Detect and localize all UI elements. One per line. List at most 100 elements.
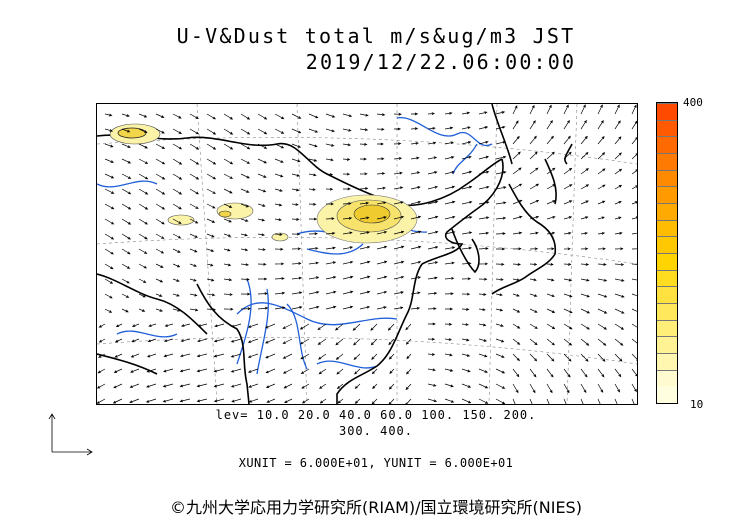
wind-arrow	[495, 170, 507, 175]
wind-arrow	[274, 128, 285, 134]
wind-arrow	[181, 323, 191, 327]
wind-arrow	[230, 368, 242, 373]
wind-arrow	[631, 293, 637, 297]
wind-arrow	[495, 216, 507, 220]
wind-arrow	[512, 105, 518, 115]
wind-arrow	[614, 383, 621, 393]
wind-arrow	[155, 173, 166, 180]
wind-arrow	[138, 248, 148, 254]
wind-arrow	[597, 308, 608, 314]
wind-arrow	[631, 185, 637, 190]
wind-arrow	[376, 157, 385, 161]
wind-arrow	[444, 353, 453, 357]
colorbar-segment	[657, 286, 677, 303]
wind-arrow	[274, 247, 284, 251]
wind-arrow	[580, 168, 589, 175]
wind-arrow	[274, 158, 284, 163]
wind-arrow	[495, 368, 506, 374]
wind-arrow	[478, 277, 488, 281]
wind-arrow	[113, 383, 123, 389]
wind-arrow	[359, 157, 367, 161]
wind-arrow	[614, 353, 623, 362]
wind-arrow	[597, 323, 607, 330]
wind-arrow	[189, 218, 199, 224]
wind-arrow	[563, 278, 573, 282]
wind-arrow	[121, 188, 132, 195]
wind-arrow	[512, 383, 519, 394]
wind-arrow	[546, 167, 556, 175]
wind-arrow	[597, 293, 608, 298]
wind-arrow	[223, 173, 234, 179]
wind-arrow	[427, 230, 439, 235]
wind-arrow	[223, 203, 233, 208]
wind-arrow	[112, 398, 123, 404]
wind-arrow	[179, 353, 191, 358]
wind-arrow	[495, 353, 505, 358]
wind-arrow	[512, 323, 521, 329]
wind-arrow	[155, 248, 165, 254]
wind-arrow	[342, 187, 351, 191]
wind-arrow	[546, 398, 550, 404]
wind-arrow	[546, 247, 555, 251]
wind-arrow	[308, 143, 318, 148]
wind-arrow	[308, 261, 320, 265]
wind-arrow	[291, 173, 301, 177]
wind-arrow	[478, 126, 489, 130]
wind-arrow	[162, 383, 174, 388]
wind-arrow	[172, 278, 180, 282]
wind-arrow	[410, 276, 422, 280]
colorbar-segment	[657, 386, 677, 403]
wind-arrow	[223, 233, 232, 237]
wind-arrow	[138, 308, 146, 312]
wind-arrow	[248, 383, 259, 388]
wind-arrow	[138, 128, 148, 133]
wind-arrow	[172, 113, 182, 119]
wind-arrow	[478, 216, 490, 220]
wind-arrow	[240, 248, 249, 252]
wind-arrow	[121, 248, 131, 255]
wind-arrow	[274, 173, 284, 178]
wind-arrow	[529, 353, 538, 362]
wind-arrow	[146, 368, 157, 373]
wind-arrow	[97, 398, 106, 404]
wind-arrow	[342, 202, 352, 206]
wind-arrow	[155, 128, 165, 134]
wind-arrow	[529, 183, 540, 190]
wind-arrow	[291, 113, 302, 119]
wind-arrow	[308, 276, 320, 280]
wind-arrow	[376, 230, 388, 235]
wind-arrow	[563, 216, 573, 220]
wind-arrow	[461, 185, 473, 190]
wind-arrow	[291, 291, 303, 295]
wind-arrow	[614, 216, 622, 220]
wind-arrow	[580, 398, 584, 404]
wind-arrow	[257, 128, 268, 135]
wind-arrow	[461, 231, 473, 235]
wind-arrow	[189, 248, 198, 253]
wind-arrow	[359, 305, 371, 310]
colorbar	[656, 102, 678, 404]
wind-arrow	[478, 247, 489, 250]
wind-arrow	[410, 141, 419, 145]
wind-arrow	[393, 306, 404, 310]
wind-arrow	[393, 245, 405, 250]
wind-arrow	[546, 200, 556, 205]
wind-arrow	[265, 368, 276, 374]
wind-arrow	[512, 308, 521, 313]
wind-arrow	[614, 168, 623, 175]
colorbar-segment	[657, 269, 677, 287]
wind-arrow	[231, 323, 242, 328]
chart-title: U-V&Dust total m/s&ug/m3 JST	[176, 24, 576, 48]
wind-arrow	[104, 278, 114, 284]
wind-arrow	[405, 323, 412, 331]
wind-arrow	[213, 353, 225, 358]
wind-arrow	[163, 353, 174, 358]
wind-arrow	[461, 368, 471, 373]
wind-arrow	[121, 293, 130, 298]
wind-arrow	[563, 323, 573, 330]
colorbar-segment	[657, 352, 677, 370]
wind-arrow	[461, 323, 469, 326]
wind-arrow	[529, 135, 537, 145]
wind-arrow	[206, 158, 217, 165]
wind-arrow	[580, 262, 590, 266]
